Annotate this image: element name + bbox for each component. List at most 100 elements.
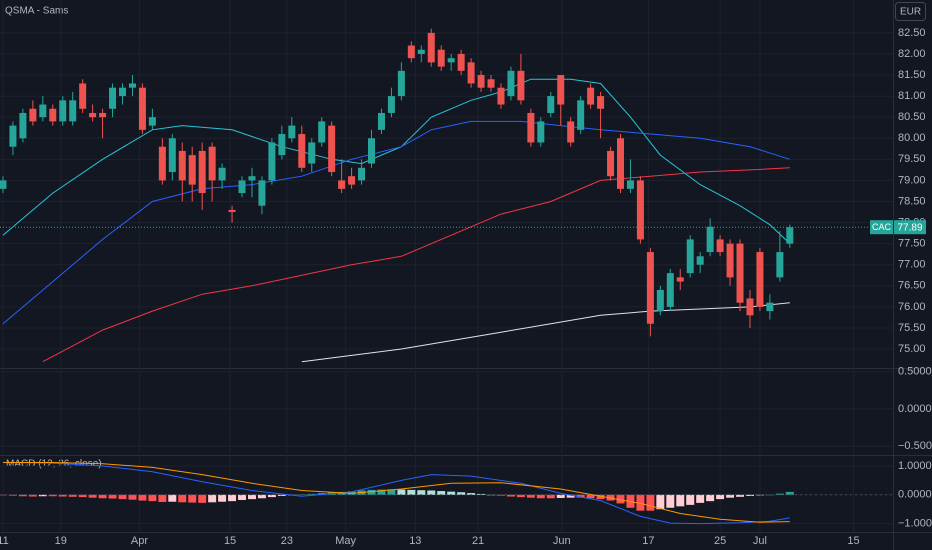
x-tick-label: 23 <box>281 535 293 547</box>
histogram-bar <box>556 494 565 498</box>
candle-body <box>577 100 585 130</box>
candle-body <box>756 252 764 307</box>
histogram-bar <box>755 494 764 496</box>
candle-body <box>258 180 266 206</box>
y-tick-label: −0.5000 <box>898 440 932 452</box>
histogram-bar <box>427 490 436 495</box>
candle-body <box>397 70 405 97</box>
y-tick-label: 0.0000 <box>898 403 932 415</box>
candle-body <box>666 273 674 307</box>
histogram-bar <box>238 494 247 500</box>
candle-body <box>417 49 425 54</box>
y-tick-label: 75.50 <box>898 322 926 334</box>
candle-body <box>119 87 127 97</box>
candle-body <box>178 150 186 181</box>
candle-body <box>268 142 276 181</box>
x-tick-label: 15 <box>224 535 236 547</box>
symbol-box <box>870 220 893 235</box>
candle-body <box>457 53 465 71</box>
histogram-bar <box>417 490 426 495</box>
y-tick-label: 76.50 <box>898 280 926 292</box>
histogram-bar <box>138 494 147 501</box>
histogram-bar <box>706 494 715 502</box>
candle-body <box>208 146 216 181</box>
candle-body <box>547 96 555 113</box>
histogram-bar <box>586 494 595 499</box>
histogram-bar <box>198 494 207 503</box>
currency-box[interactable] <box>895 2 926 21</box>
candle-body <box>696 256 704 265</box>
histogram-bar <box>277 494 286 496</box>
histogram-bar <box>745 494 754 496</box>
candle-body <box>148 117 156 126</box>
candle-body <box>9 125 17 147</box>
candle-body <box>437 49 445 67</box>
histogram-bar <box>148 494 157 502</box>
histogram-bar <box>228 494 237 502</box>
y-tick-label: 78.50 <box>898 195 926 207</box>
histogram-bar <box>516 494 525 498</box>
y-tick-label: 82.00 <box>898 48 926 60</box>
price-box <box>894 220 926 235</box>
candle-body <box>427 32 435 63</box>
candle-body <box>567 121 575 143</box>
candle-body <box>89 112 97 118</box>
y-tick-label: 82.50 <box>898 27 926 39</box>
histogram-bar <box>208 494 217 503</box>
candle-body <box>726 243 734 278</box>
histogram-bar <box>108 494 117 499</box>
candle-body <box>358 167 366 181</box>
histogram-bar <box>536 494 545 499</box>
candle-body <box>497 87 505 105</box>
histogram-bar <box>0 494 7 496</box>
candle-body <box>328 125 336 172</box>
x-tick-label: 13 <box>409 535 421 547</box>
candle-body <box>597 96 605 109</box>
y-tick-label: 0.5000 <box>898 366 932 378</box>
x-tick-label: 21 <box>472 535 484 547</box>
candle-body <box>616 138 624 189</box>
candle-body <box>198 150 206 194</box>
histogram-bar <box>457 492 466 495</box>
candle-body <box>447 58 455 63</box>
histogram-bar <box>387 489 396 495</box>
histogram-bar <box>158 494 167 503</box>
candle-body <box>507 70 515 97</box>
histogram-bar <box>267 494 276 498</box>
histogram-bar <box>765 494 774 496</box>
histogram-bar <box>218 494 227 502</box>
candle-body <box>128 83 136 88</box>
moving-average <box>42 167 790 363</box>
candle-body <box>348 176 356 185</box>
candle-body <box>69 100 77 122</box>
histogram-bar <box>247 494 256 500</box>
candle-body <box>368 138 376 164</box>
candle-body <box>109 87 117 109</box>
histogram-bar <box>317 493 326 495</box>
histogram-bar <box>58 494 67 497</box>
candle-body <box>587 87 595 105</box>
histogram-bar <box>716 494 725 500</box>
histogram-bar <box>78 494 87 498</box>
x-tick-label: 11 <box>0 535 9 547</box>
histogram-bar <box>546 494 555 499</box>
candle-body <box>656 290 664 312</box>
histogram-bar <box>736 494 745 497</box>
histogram-bar <box>18 494 27 497</box>
candle-body <box>288 125 296 139</box>
histogram-bar <box>337 491 346 495</box>
candle-body <box>776 252 784 278</box>
histogram-bar <box>68 494 77 497</box>
candle-body <box>477 75 485 88</box>
candle-body <box>158 146 166 181</box>
histogram-bar <box>526 494 535 498</box>
candle-body <box>636 180 644 240</box>
histogram-bar <box>785 491 794 495</box>
histogram-bar <box>118 494 127 500</box>
candle-body <box>308 142 316 164</box>
candle-body <box>19 112 27 139</box>
candle-body <box>99 112 107 118</box>
histogram-bar <box>636 494 645 511</box>
candle-body <box>557 75 565 105</box>
